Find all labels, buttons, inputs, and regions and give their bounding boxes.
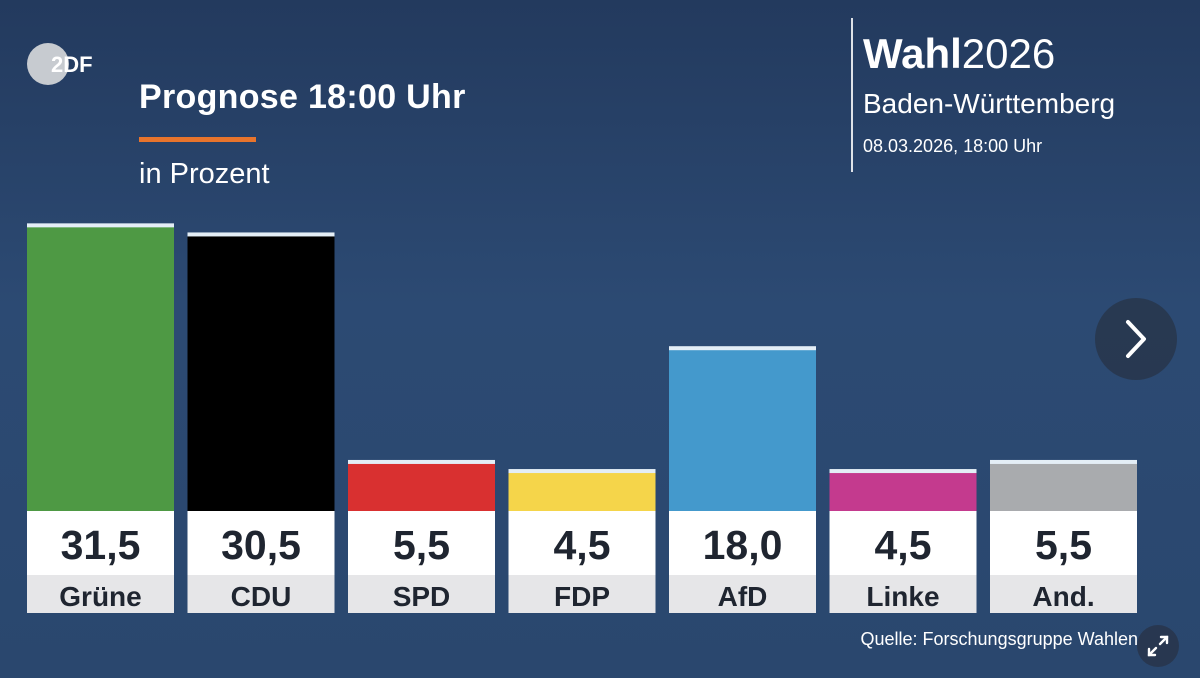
value-label-4: 18,0 (703, 522, 783, 568)
value-label-box-1 (187, 511, 335, 575)
category-label-box-0 (27, 575, 174, 613)
bar-cap-2 (348, 459, 495, 464)
value-label-box-5 (829, 511, 977, 575)
value-label-6: 5,5 (1035, 522, 1092, 568)
bar-cap-0 (27, 223, 174, 228)
value-label-box-4 (669, 511, 816, 575)
chart-subtitle: in Prozent (139, 158, 270, 190)
brand-title: Wahl2026 (863, 30, 1055, 78)
bar-0 (27, 224, 174, 511)
region-label: Baden-Württemberg (863, 88, 1116, 119)
bar-cap-6 (990, 459, 1137, 464)
bar-cap-1 (187, 232, 335, 237)
category-label-box-6 (990, 575, 1137, 613)
bar-5 (829, 470, 977, 511)
category-label-1: CDU (231, 581, 292, 612)
brand-name: Wahl (863, 30, 962, 77)
expand-button[interactable] (1137, 625, 1179, 667)
value-label-box-2 (348, 511, 495, 575)
chart-title: Prognose 18:00 Uhr (139, 78, 466, 116)
next-button[interactable] (1095, 298, 1177, 380)
category-label-box-1 (187, 575, 335, 613)
bar-3 (508, 470, 656, 511)
bar-6 (990, 460, 1137, 511)
category-label-0: Grüne (59, 581, 141, 612)
category-label-box-4 (669, 575, 816, 613)
expand-icon (1147, 635, 1169, 657)
bar-2 (348, 460, 495, 511)
value-label-box-0 (27, 511, 174, 575)
zdf-logo: 2DF (27, 43, 93, 85)
value-label-5: 4,5 (875, 522, 932, 568)
category-label-3: FDP (554, 581, 610, 612)
logo-text: 2DF (51, 52, 93, 77)
value-label-1: 30,5 (221, 522, 301, 568)
value-label-2: 5,5 (393, 522, 450, 568)
brand-year: 2026 (961, 30, 1056, 77)
source-note: Quelle: Forschungsgruppe Wahlen (860, 629, 1139, 649)
bar-cap-3 (508, 469, 656, 474)
value-label-box-3 (508, 511, 656, 575)
category-label-box-5 (829, 575, 977, 613)
category-label-5: Linke (866, 581, 939, 612)
bar-cap-5 (829, 469, 977, 474)
chevron-right-icon (1126, 320, 1146, 358)
category-label-4: AfD (718, 581, 768, 612)
title-accent-bar (139, 137, 256, 142)
category-label-6: And. (1032, 581, 1094, 612)
bar-4 (669, 347, 816, 511)
value-label-box-6 (990, 511, 1137, 575)
category-label-box-2 (348, 575, 495, 613)
bar-cap-4 (669, 346, 816, 351)
category-label-2: SPD (393, 581, 451, 612)
value-label-0: 31,5 (61, 522, 141, 568)
category-label-box-3 (508, 575, 656, 613)
value-label-3: 4,5 (554, 522, 611, 568)
bar-1 (187, 233, 335, 511)
datetime-label: 08.03.2026, 18:00 Uhr (863, 136, 1043, 156)
brand-divider (851, 18, 853, 172)
